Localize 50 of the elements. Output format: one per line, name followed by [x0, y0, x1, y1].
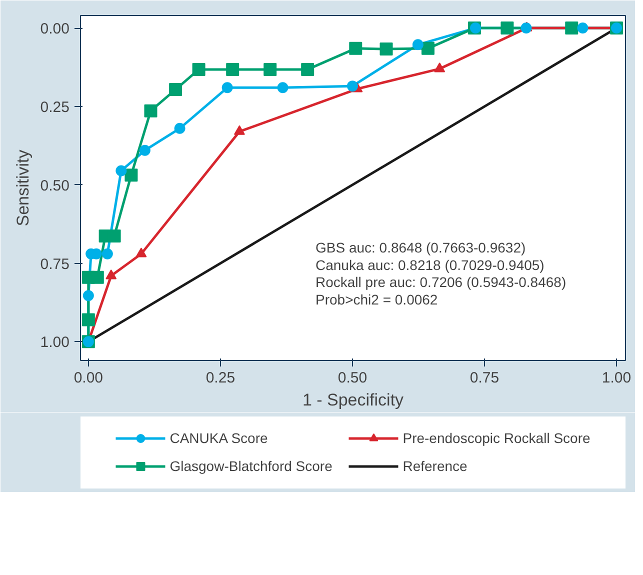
- legend-label: Pre-endoscopic Rockall Score: [402, 430, 590, 446]
- point: [169, 83, 182, 96]
- point: [500, 22, 514, 35]
- point: [136, 248, 147, 258]
- point: [577, 22, 588, 34]
- x-tick-label: 1.00: [602, 370, 632, 386]
- point: [470, 22, 482, 34]
- point: [82, 290, 94, 302]
- point: [192, 62, 206, 76]
- x-tick-label: 0.00: [74, 370, 104, 386]
- point: [565, 22, 578, 35]
- x-tick-label: 0.50: [338, 370, 368, 386]
- point: [106, 270, 117, 280]
- point: [174, 122, 186, 134]
- point: [102, 248, 113, 260]
- y-tick-label: 0.75: [40, 256, 70, 273]
- annotation: GBS auc: 0.8648 (0.7663-0.9632): [316, 240, 526, 256]
- point: [124, 168, 138, 182]
- point: [139, 144, 150, 156]
- point: [349, 42, 362, 55]
- point: [346, 80, 358, 92]
- x-tick-label: 0.75: [470, 370, 500, 386]
- point: [90, 270, 104, 284]
- annotation: Prob>chi2 = 0.0062: [316, 291, 438, 308]
- point: [277, 82, 288, 94]
- point: [82, 313, 95, 326]
- annotation: Canuka auc: 0.8218 (0.7029-0.9405): [316, 256, 544, 273]
- point: [234, 125, 245, 135]
- y-tick-label: 0.25: [40, 98, 70, 116]
- legend-label: Glasgow-Blatchford Score: [170, 458, 334, 474]
- point: [412, 39, 424, 50]
- point: [116, 165, 127, 176]
- point: [434, 62, 446, 72]
- point: [421, 42, 434, 55]
- point: [520, 22, 532, 34]
- point: [301, 62, 314, 76]
- y-tick-label: 1.00: [40, 334, 70, 352]
- point: [144, 104, 158, 118]
- annotation: Rockall pre auc: 0.7206 (0.5943-0.8468): [316, 274, 566, 290]
- point: [226, 62, 240, 76]
- point: [222, 82, 233, 94]
- legend-label: Reference: [402, 458, 468, 474]
- y-tick-label: 0.50: [40, 177, 70, 194]
- x-axis-title: 1 - Specificity: [302, 390, 404, 410]
- y-axis-title: Sensitivity: [13, 149, 32, 226]
- legend-label: CANUKA Score: [170, 430, 269, 446]
- point: [264, 62, 277, 76]
- x-tick-label: 0.25: [206, 370, 236, 386]
- point: [380, 42, 393, 56]
- y-tick-label: 0.00: [40, 20, 70, 38]
